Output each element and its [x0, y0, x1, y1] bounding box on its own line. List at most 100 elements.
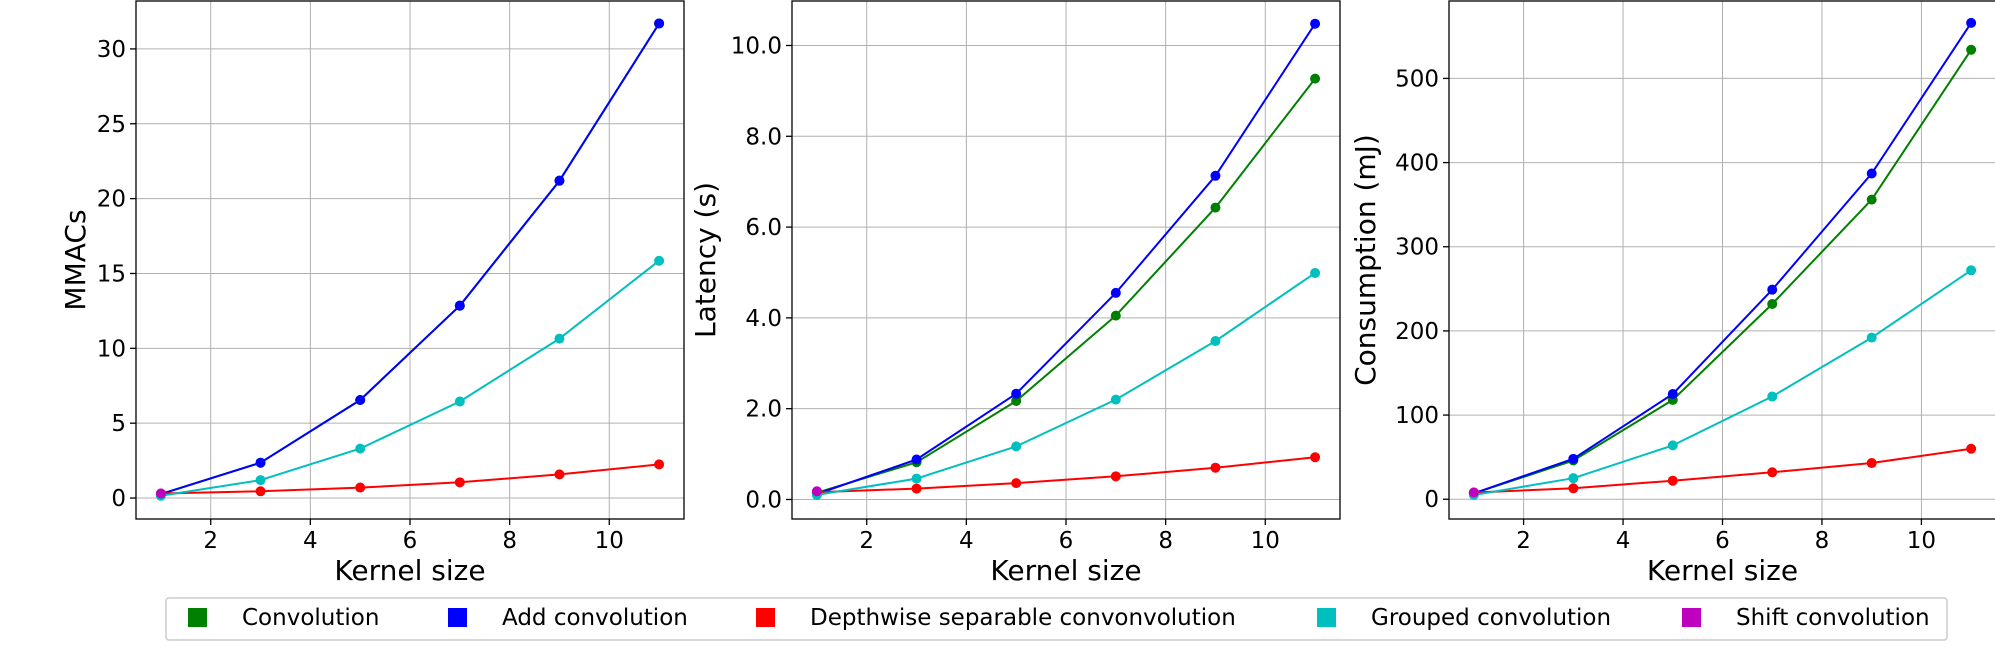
data-point-grouped-convolution — [1568, 473, 1579, 484]
data-point-depthwise-separable-convonvolution — [1966, 443, 1977, 454]
data-point-depthwise-separable-convonvolution — [1110, 471, 1121, 482]
y-axis-label: MMACs — [59, 209, 92, 310]
data-point-grouped-convolution — [554, 333, 565, 344]
chart-panel-2: 2 4 6 8 10 0.0 2.0 4.0 6.0 8.0 10.0 Kernel size Late… — [689, 0, 1341, 587]
data-point-depthwise-separable-convonvolution — [355, 482, 366, 493]
y-tick-label: 100 — [1395, 403, 1439, 429]
data-point-depthwise-separable-convonvolution — [1767, 467, 1778, 478]
x-tick-label: 6 — [1059, 528, 1074, 554]
legend-swatch — [1682, 608, 1701, 627]
data-point-depthwise-separable-convonvolution — [1310, 452, 1321, 463]
legend-items: Convolution Add convolution Depthwise sepa… — [188, 605, 1930, 631]
y-tick-label: 400 — [1395, 151, 1439, 177]
x-tick-label: 4 — [959, 528, 974, 554]
chart-panel-1: 2 4 6 8 10 0 5 10 15 20 25 30 Kernel size MMACs — [59, 0, 685, 587]
legend-entry-depthwise-separable-convonvolution: Depthwise separable convonvolution — [756, 605, 1236, 631]
data-point-convolution — [1866, 194, 1877, 205]
data-point-add-convolution — [1210, 170, 1221, 181]
legend-entry-add-convolution: Add convolution — [448, 605, 688, 631]
legend-label: Add convolution — [502, 605, 688, 631]
legend-label: Grouped convolution — [1371, 605, 1611, 631]
data-point-shift-convolution — [1468, 487, 1479, 498]
series-shift-convolution — [155, 488, 166, 499]
series-line-depthwise-separable-convonvolution — [160, 463, 660, 495]
data-point-convolution — [1210, 202, 1221, 213]
data-point-grouped-convolution — [255, 475, 266, 486]
y-tick-label: 10.0 — [731, 33, 782, 59]
data-point-shift-convolution — [155, 488, 166, 499]
y-tick-label: 30 — [97, 37, 126, 63]
data-point-grouped-convolution — [1866, 332, 1877, 343]
data-point-depthwise-separable-convonvolution — [1866, 458, 1877, 469]
data-point-add-convolution — [1667, 389, 1678, 400]
data-point-grouped-convolution — [454, 396, 465, 407]
grid-lines — [792, 1, 1340, 519]
data-point-depthwise-separable-convonvolution — [1667, 475, 1678, 486]
legend-entry-convolution: Convolution — [188, 605, 379, 631]
y-tick-label: 4.0 — [745, 306, 782, 332]
x-tick-label: 2 — [859, 528, 874, 554]
series-line-grouped-convolution — [160, 259, 660, 497]
legend-entry-shift-convolution: Shift convolution — [1682, 605, 1930, 631]
data-point-convolution — [1011, 395, 1022, 406]
data-point-add-convolution — [454, 300, 465, 311]
data-point-grouped-convolution — [1110, 394, 1121, 405]
data-point-depthwise-separable-convonvolution — [911, 483, 922, 494]
data-point-depthwise-separable-convonvolution — [1568, 483, 1579, 494]
x-tick-label: 6 — [403, 528, 418, 554]
series-line-convolution — [1473, 49, 1972, 495]
data-point-grouped-convolution — [1210, 336, 1221, 347]
data-point-add-convolution — [554, 175, 565, 186]
y-tick-label: 5 — [111, 411, 126, 437]
data-point-add-convolution — [654, 18, 665, 29]
y-tick-label: 6.0 — [745, 215, 782, 241]
series-line-depthwise-separable-convonvolution — [1473, 447, 1972, 494]
legend-label: Shift convolution — [1736, 605, 1930, 631]
x-tick-label: 10 — [1251, 528, 1280, 554]
data-point-add-convolution — [355, 394, 366, 405]
series-line-add-convolution — [160, 22, 660, 496]
series-line-depthwise-separable-convonvolution — [816, 456, 1316, 494]
x-tick-label: 10 — [595, 528, 624, 554]
series-grouped-convolution — [811, 267, 1321, 500]
y-tick-label: 200 — [1395, 319, 1439, 345]
data-point-add-convolution — [1767, 284, 1778, 295]
data-point-grouped-convolution — [911, 473, 922, 484]
series-line-grouped-convolution — [816, 272, 1316, 496]
legend-frame — [165, 597, 1948, 641]
data-point-grouped-convolution — [1310, 267, 1321, 278]
data-point-depthwise-separable-convonvolution — [255, 486, 266, 497]
series-line-convolution — [816, 77, 1316, 494]
data-point-add-convolution — [1966, 17, 1977, 28]
x-tick-label: 6 — [1715, 528, 1730, 554]
x-axis-label: Kernel size — [1647, 554, 1798, 587]
y-tick-label: 10 — [97, 336, 126, 362]
y-tick-label: 25 — [97, 112, 126, 138]
data-point-add-convolution — [255, 457, 266, 468]
data-point-grouped-convolution — [1667, 440, 1678, 451]
data-point-add-convolution — [1866, 168, 1877, 179]
y-tick-label: 8.0 — [745, 124, 782, 150]
x-tick-label: 4 — [303, 528, 318, 554]
data-point-grouped-convolution — [1767, 391, 1778, 402]
x-tick-label: 2 — [1516, 528, 1531, 554]
y-axis-label: Latency (s) — [689, 182, 722, 338]
series-line-add-convolution — [1473, 22, 1972, 495]
data-point-depthwise-separable-convonvolution — [1011, 478, 1022, 489]
x-tick-label: 8 — [1158, 528, 1173, 554]
data-point-add-convolution — [1110, 287, 1121, 298]
y-tick-label: 500 — [1395, 66, 1439, 92]
data-point-depthwise-separable-convonvolution — [654, 459, 665, 470]
x-tick-label: 8 — [1815, 528, 1830, 554]
y-tick-label: 2.0 — [745, 397, 782, 423]
data-point-add-convolution — [911, 454, 922, 465]
data-point-add-convolution — [1568, 453, 1579, 464]
x-axis-label: Kernel size — [334, 554, 485, 587]
x-axis-label: Kernel size — [990, 554, 1141, 587]
legend-label: Convolution — [242, 605, 379, 631]
data-point-grouped-convolution — [654, 255, 665, 266]
x-tick-label: 2 — [203, 528, 218, 554]
